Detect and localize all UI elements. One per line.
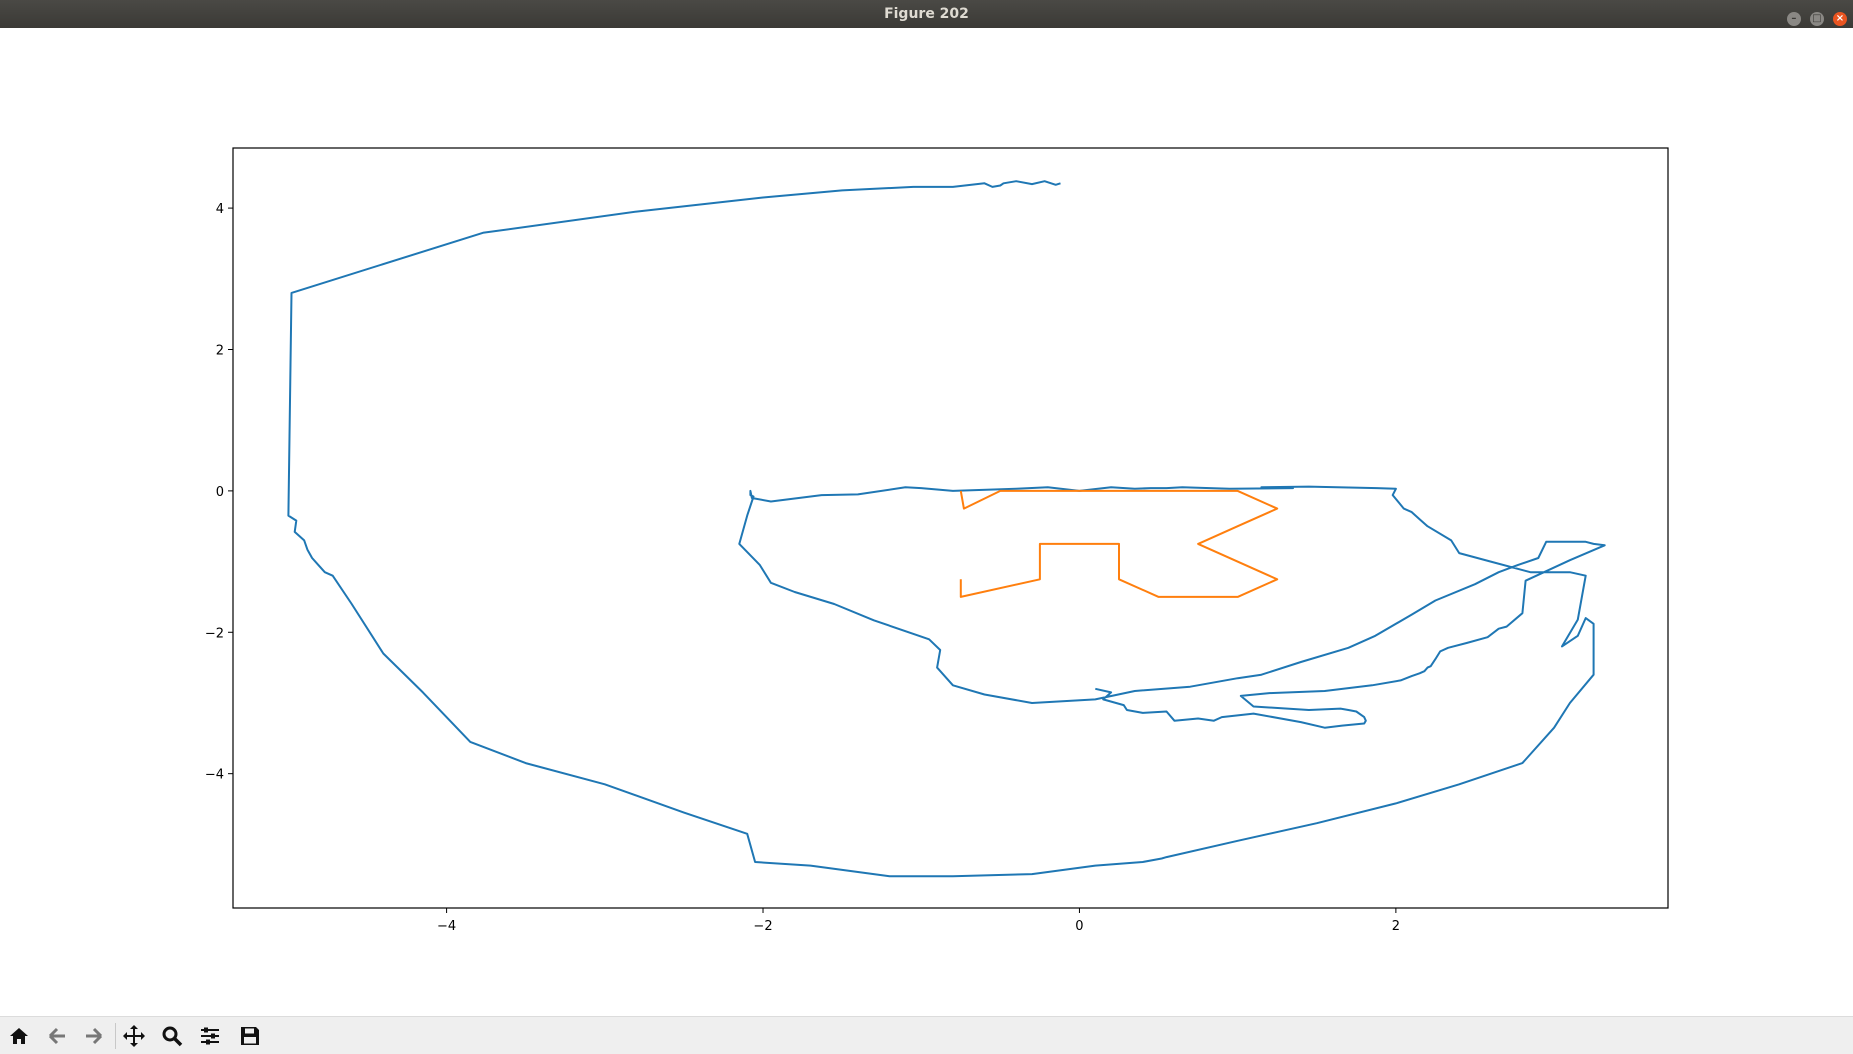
- y-axis: 4 2 0 −2 −4: [205, 202, 233, 783]
- pan-move-icon[interactable]: [121, 1023, 147, 1049]
- save-floppy-icon[interactable]: [237, 1023, 263, 1049]
- window-controls: – □ ×: [1783, 6, 1847, 26]
- window-title: Figure 202: [884, 6, 969, 22]
- series-line-1: [287, 180, 1606, 878]
- toolbar-separator: [115, 1023, 116, 1049]
- y-tick-label: −4: [205, 768, 224, 783]
- x-tick-label: 2: [1392, 919, 1400, 934]
- minimize-button[interactable]: –: [1786, 12, 1801, 26]
- zoom-magnifier-icon[interactable]: [159, 1023, 185, 1049]
- figure-canvas[interactable]: −4 −2 0 2 4 2 0 −2 −4: [0, 28, 1853, 1016]
- y-tick-label: 0: [216, 485, 224, 500]
- y-tick-label: 2: [216, 343, 224, 358]
- y-tick-label: 4: [216, 202, 224, 217]
- configure-subplots-icon[interactable]: [197, 1023, 223, 1049]
- y-tick-label: −2: [205, 626, 224, 641]
- maximize-button[interactable]: □: [1809, 12, 1824, 26]
- close-button[interactable]: ×: [1833, 12, 1847, 26]
- x-axis: −4 −2 0 2: [437, 908, 1400, 934]
- window-titlebar: Figure 202 – □ ×: [0, 0, 1853, 28]
- x-tick-label: 0: [1075, 919, 1083, 934]
- navigation-toolbar: [0, 1016, 1853, 1054]
- back-arrow-icon[interactable]: [44, 1023, 70, 1049]
- series-line-2: [959, 489, 1279, 598]
- x-tick-label: −4: [437, 919, 456, 934]
- home-icon[interactable]: [6, 1023, 32, 1049]
- forward-arrow-icon[interactable]: [81, 1023, 107, 1049]
- plot-lines: [287, 180, 1606, 878]
- x-tick-label: −2: [753, 919, 772, 934]
- axes-frame: [232, 147, 1669, 909]
